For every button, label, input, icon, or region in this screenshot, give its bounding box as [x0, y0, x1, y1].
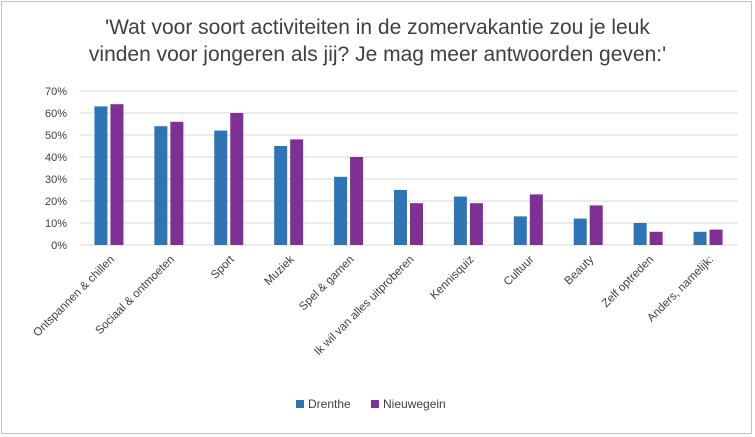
bar-nieuwegein [350, 157, 364, 245]
legend-swatch-nieuwegein [371, 400, 379, 408]
bar-drenthe [334, 176, 348, 245]
bar-drenthe [693, 231, 707, 245]
y-tick-label: 10% [45, 218, 67, 230]
x-category-label: Beauty [563, 253, 597, 287]
bar-drenthe [394, 190, 407, 245]
y-tick-label: 30% [45, 174, 67, 186]
x-category-label: Ik wil van alles uitproberen [312, 254, 416, 358]
x-category-label: Kennisquiz [428, 253, 476, 301]
bar-nieuwegein [469, 203, 483, 245]
bar-nieuwegein [709, 229, 723, 245]
bar-nieuwegein [529, 194, 543, 245]
x-category-label: Spel & gamen [297, 254, 357, 314]
bar-nieuwegein [649, 231, 663, 245]
bar-drenthe [154, 126, 168, 245]
bar-drenthe [274, 146, 288, 245]
legend-swatch-drenthe [296, 400, 304, 408]
bar-nieuwegein [170, 121, 184, 245]
bar-drenthe [453, 196, 467, 245]
bar-drenthe [513, 216, 527, 245]
y-tick-label: 50% [45, 130, 67, 142]
chart-title-line-1: 'Wat voor soort activiteiten in de zomer… [105, 16, 650, 39]
chart-title: 'Wat voor soort activiteiten in de zomer… [0, 14, 755, 68]
bar-drenthe [214, 130, 228, 245]
bar-nieuwegein [110, 104, 124, 245]
bar-nieuwegein [410, 203, 423, 245]
y-tick-label: 0% [51, 240, 67, 252]
x-category-label: Zelf optreden [600, 254, 656, 310]
x-category-label: Cultuur [502, 254, 537, 289]
y-tick-label: 70% [45, 86, 67, 98]
bar-drenthe [94, 106, 108, 246]
bar-nieuwegein [230, 113, 244, 245]
x-category-label: Sport [209, 253, 237, 281]
bar-drenthe [633, 223, 647, 245]
y-tick-label: 60% [45, 108, 67, 120]
x-category-label: Anders, namelijk: [645, 254, 716, 325]
y-tick-label: 40% [45, 152, 67, 164]
x-category-label: Muziek [263, 253, 297, 287]
bar-nieuwegein [290, 139, 304, 245]
y-tick-label: 20% [45, 196, 67, 208]
bar-nieuwegein [589, 205, 603, 245]
legend-label-drenthe: Drenthe [308, 397, 351, 411]
legend-label-nieuwegein: Nieuwegein [383, 397, 446, 411]
chart-title-line-2: vinden voor jongeren als jij? Je mag mee… [88, 43, 667, 66]
bar-drenthe [573, 218, 587, 245]
